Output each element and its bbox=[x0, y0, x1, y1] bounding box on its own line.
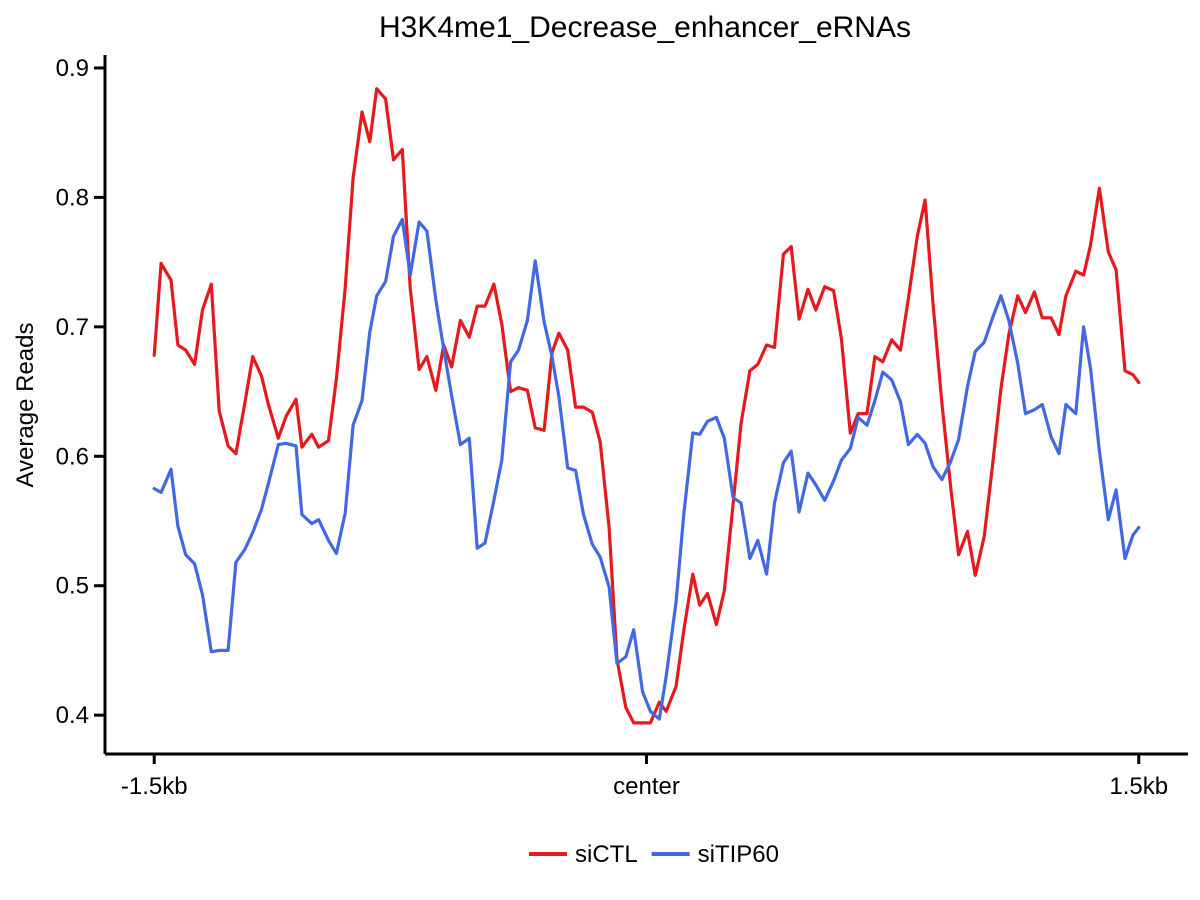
legend-label: siTIP60 bbox=[698, 841, 779, 868]
y-tick-label: 0.6 bbox=[56, 443, 89, 470]
y-ticks: 0.4 0.5 0.6 0.7 0.8 0.9 bbox=[56, 55, 105, 729]
legend-item-siTIP60: siTIP60 bbox=[651, 841, 779, 868]
x-tick-label: center bbox=[613, 773, 680, 800]
x-tick-label: -1.5kb bbox=[121, 773, 188, 800]
y-tick-label: 0.4 bbox=[56, 702, 89, 729]
axes: 0.4 0.5 0.6 0.7 0.8 0.9 -1.5kb center 1.5kb bbox=[56, 55, 1188, 800]
x-tick-label: 1.5kb bbox=[1109, 773, 1168, 800]
series-line-siCTL bbox=[152, 87, 1141, 725]
plot-area bbox=[152, 87, 1141, 725]
y-tick-label: 0.7 bbox=[56, 314, 89, 341]
series-line-siTIP60 bbox=[152, 217, 1141, 721]
legend-item-siCTL: siCTL bbox=[529, 841, 638, 868]
y-axis-title: Average Reads bbox=[12, 323, 39, 488]
series-layer bbox=[152, 87, 1141, 725]
y-tick-label: 0.8 bbox=[56, 184, 89, 211]
chart-title: H3K4me1_Decrease_enhancer_eRNAs bbox=[379, 11, 911, 44]
legend-label: siCTL bbox=[575, 841, 638, 868]
x-ticks: -1.5kb center 1.5kb bbox=[121, 754, 1168, 800]
y-tick-label: 0.9 bbox=[56, 55, 89, 82]
y-tick-label: 0.5 bbox=[56, 573, 89, 600]
legend: siCTL siTIP60 bbox=[529, 841, 779, 868]
